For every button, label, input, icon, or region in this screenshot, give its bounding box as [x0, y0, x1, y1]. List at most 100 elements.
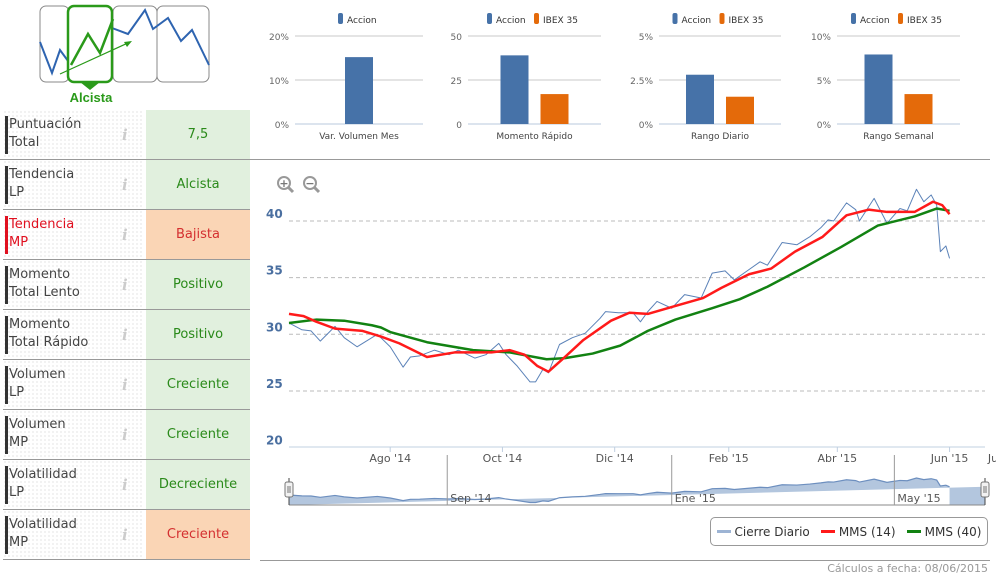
bar-accion[interactable] [500, 55, 529, 124]
legend-swatch [672, 13, 678, 24]
y-tick-label: 25 [266, 377, 283, 391]
category-label: Rango Diario [691, 132, 750, 142]
indicator-panel: Puntuación Total i 7,5 Tendencia LP i Alci… [0, 110, 260, 560]
tick-label: 0% [817, 121, 832, 131]
legend-item-mms40[interactable]: MMS (40) [906, 524, 982, 539]
indicator-label: Tendencia LP [9, 167, 75, 200]
navigator-tick-label: Sep '14 [450, 492, 491, 505]
indicator-label-cell: Volatilidad LP i [3, 460, 143, 509]
trend-thumbnail [39, 4, 210, 90]
indicator-label: Volumen LP [9, 367, 66, 400]
bar-ibex[interactable] [726, 96, 754, 124]
y-tick-label: 20 [266, 434, 283, 448]
bar-accion[interactable] [686, 74, 714, 124]
legend-swatch [534, 13, 539, 24]
indicator-label-cell: Tendencia LP i [3, 160, 143, 209]
bar-chart-0: 0% 10% 20% Var. Volumen Mes Accion [269, 13, 423, 142]
tick-label: 0% [275, 121, 290, 131]
trend-label: Alcista [69, 90, 113, 105]
svg-text:−: − [305, 177, 314, 190]
series-mms-14-[interactable] [288, 200, 951, 373]
legend-label[interactable]: Accion [682, 16, 712, 26]
navigator[interactable]: Sep '14 Ene '15 May '15 [284, 455, 990, 506]
y-tick-label: 35 [266, 264, 283, 278]
indicator-value: Creciente [146, 510, 250, 559]
legend-label: MMS (40) [924, 524, 982, 539]
info-icon[interactable]: i [122, 226, 128, 244]
indicator-value: 7,5 [146, 110, 250, 159]
zoom-in-icon[interactable]: + [277, 176, 295, 194]
tick-label: 25 [451, 77, 462, 87]
indicator-marker [5, 316, 8, 354]
indicator-value: Positivo [146, 260, 250, 309]
navigator-handle-right[interactable] [980, 478, 990, 505]
zoom-out-icon[interactable]: − [303, 176, 321, 194]
svg-text:+: + [279, 177, 288, 190]
legend-item-mms14[interactable]: MMS (14) [820, 525, 896, 539]
legend-swatch [898, 13, 903, 24]
indicator-label: Momento Total Rápido [9, 317, 89, 350]
legend-item-close[interactable]: Cierre Diario [716, 525, 810, 539]
legend-swatch [487, 13, 492, 24]
y-tick-label: 30 [266, 320, 283, 334]
indicator-row: Momento Total Rápido i Positivo [3, 310, 250, 360]
bar-accion[interactable] [864, 54, 893, 125]
indicator-label: Puntuación Total [9, 117, 82, 150]
bar-chart-2: 0% 2.5% 5% Rango Diario Accion IBEX 35 [630, 13, 781, 142]
series-mms-40-[interactable] [288, 207, 950, 361]
indicator-value: Creciente [146, 360, 250, 409]
indicator-value: Bajista [146, 210, 250, 259]
info-icon[interactable]: i [122, 376, 128, 394]
indicator-value: Creciente [146, 410, 250, 459]
indicator-value: Decreciente [146, 460, 250, 509]
indicator-label: Volatilidad LP [9, 467, 77, 500]
category-label: Rango Semanal [863, 132, 934, 142]
indicator-row: Volatilidad LP i Decreciente [3, 460, 250, 510]
indicator-row: Momento Total Lento i Positivo [3, 260, 250, 310]
navigator-handle-left[interactable] [284, 478, 294, 505]
indicator-label-cell: Momento Total Lento i [3, 260, 143, 309]
bar-chart-1: 0 25 50 Momento Rápido Accion IBEX 35 [451, 13, 601, 142]
indicator-label-cell: Volumen LP i [3, 360, 143, 409]
legend-label[interactable]: Accion [860, 16, 890, 26]
bar-ibex[interactable] [904, 94, 933, 124]
info-icon[interactable]: i [122, 176, 128, 194]
info-icon[interactable]: i [122, 426, 128, 444]
info-icon[interactable]: i [122, 126, 128, 144]
indicator-marker [5, 216, 8, 254]
bar-accion[interactable] [345, 57, 373, 125]
legend-label[interactable]: IBEX 35 [907, 16, 942, 26]
x-tick-label: Feb '15 [709, 452, 749, 465]
indicator-label: Volumen MP [9, 417, 66, 450]
tick-label: 20% [269, 33, 289, 43]
indicator-label: Momento Total Lento [9, 267, 80, 300]
x-tick-label: Jun '15 [930, 452, 969, 465]
indicator-label-cell: Momento Total Rápido i [3, 310, 143, 359]
chart-legend: Cierre Diario MMS (14) MMS (40) [710, 517, 988, 546]
indicator-row: Volumen LP i Creciente [3, 360, 250, 410]
legend-label[interactable]: IBEX 35 [729, 16, 764, 26]
navigator-tick-label: Ene '15 [675, 492, 716, 505]
indicator-row: Tendencia MP i Bajista [3, 210, 250, 260]
info-icon[interactable]: i [122, 526, 128, 544]
navigator-tick-label: May '15 [897, 492, 940, 505]
legend-label[interactable]: Accion [347, 16, 377, 26]
legend-label[interactable]: Accion [496, 16, 526, 26]
series-cierre-diario[interactable] [288, 188, 951, 383]
x-tick-label: Ago '14 [369, 452, 411, 465]
indicator-row: Volumen MP i Creciente [3, 410, 250, 460]
legend-label[interactable]: IBEX 35 [543, 16, 578, 26]
bar-chart-3: 0% 5% 10% Rango Semanal Accion IBEX 35 [811, 13, 960, 142]
indicator-marker [5, 266, 8, 304]
indicator-label-cell: Puntuación Total i [3, 110, 143, 159]
x-tick-label: Oct '14 [483, 452, 523, 465]
info-icon[interactable]: i [122, 476, 128, 494]
bar-ibex[interactable] [540, 94, 569, 124]
indicator-row: Puntuación Total i 7,5 [3, 110, 250, 160]
tick-label: 0% [639, 121, 654, 131]
tick-label: 10% [269, 77, 289, 87]
divider [260, 560, 990, 561]
info-icon[interactable]: i [122, 326, 128, 344]
info-icon[interactable]: i [122, 276, 128, 294]
tick-label: 10% [811, 33, 831, 43]
